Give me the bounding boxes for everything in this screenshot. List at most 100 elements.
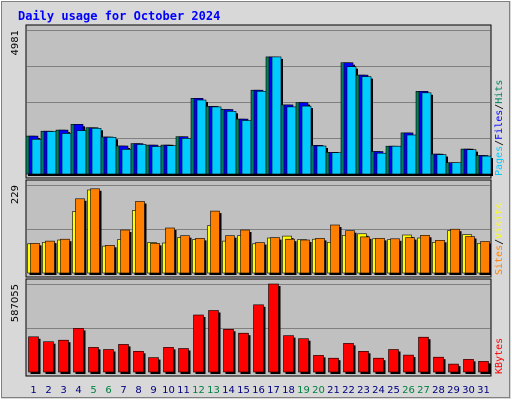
x-tick-label-15: 15	[237, 385, 250, 396]
bar-kbytes-day-27	[418, 336, 429, 373]
x-tick-label-9: 9	[150, 385, 156, 396]
bar-pages-day-5	[91, 128, 102, 175]
x-tick-label-13: 13	[207, 385, 220, 396]
bar-kbytes-day-22	[343, 343, 354, 373]
chart-title: Daily usage for October 2024	[18, 9, 220, 23]
bar-kbytes-day-1	[28, 336, 39, 373]
bar-pages-day-30	[466, 149, 477, 175]
x-tick-label-22: 22	[342, 385, 355, 396]
bar-pages-day-15	[241, 120, 252, 175]
bar-kbytes-day-9	[148, 357, 159, 373]
bar-sites-day-1	[30, 243, 40, 274]
x-tick-label-20: 20	[312, 385, 325, 396]
bar-pages-day-18	[286, 106, 297, 175]
x-tick-label-29: 29	[447, 385, 460, 396]
bar-sites-day-31	[480, 241, 490, 274]
bar-sites-day-22	[345, 230, 355, 274]
bar-sites-day-25	[390, 238, 400, 274]
bar-kbytes-day-24	[373, 357, 384, 373]
x-tick-label-17: 17	[267, 385, 280, 396]
bar-pages-day-6	[106, 137, 117, 175]
bar-pages-day-26	[406, 134, 417, 175]
x-tick-label-23: 23	[357, 385, 370, 396]
x-tick-label-11: 11	[177, 385, 190, 396]
bar-pages-day-16	[256, 91, 267, 175]
legend-label: Visits	[494, 203, 505, 239]
bar-pages-day-17	[271, 56, 282, 175]
bar-kbytes-day-20	[313, 355, 324, 373]
bar-sites-day-8	[135, 201, 145, 274]
bar-kbytes-day-15	[238, 332, 249, 373]
x-tick-label-2: 2	[45, 385, 51, 396]
bar-sites-day-9	[150, 243, 160, 274]
bar-kbytes-day-25	[388, 349, 399, 373]
bar-kbytes-day-21	[328, 357, 339, 373]
bar-kbytes-day-2	[43, 341, 54, 373]
x-tick-label-7: 7	[120, 385, 126, 396]
bar-sites-day-11	[180, 235, 190, 274]
bar-pages-day-3	[61, 133, 72, 175]
bar-kbytes-day-23	[358, 350, 369, 373]
bar-sites-day-29	[450, 228, 460, 274]
chart-panels: 4981Pages/Files/Hits229Sites/Visits58705…	[10, 24, 505, 377]
legend-label: Pages	[494, 146, 505, 176]
bar-kbytes-day-7	[118, 344, 129, 373]
x-tick-label-30: 30	[462, 385, 475, 396]
x-tick-label-12: 12	[192, 385, 205, 396]
bar-sites-day-21	[330, 224, 340, 274]
panel-kbytes-legend: KBytes	[494, 338, 505, 374]
panel-kbytes: 587055 KBytes	[10, 278, 505, 377]
bar-pages-day-24	[376, 152, 387, 175]
bar-kbytes-day-28	[433, 356, 444, 373]
bar-pages-day-25	[391, 145, 402, 175]
bar-pages-day-13	[211, 106, 222, 175]
bar-kbytes-day-26	[403, 354, 414, 373]
x-tick-label-21: 21	[327, 385, 340, 396]
legend-label: Files	[494, 110, 505, 140]
panel-hits-ymax-label: 4981	[10, 30, 21, 55]
bar-sites-day-7	[120, 229, 130, 274]
bar-pages-day-22	[346, 66, 357, 175]
bar-sites-day-6	[105, 245, 115, 274]
x-tick-label-19: 19	[297, 385, 310, 396]
bar-pages-day-27	[421, 92, 432, 175]
bar-pages-day-1	[31, 139, 42, 175]
bar-sites-day-12	[195, 238, 205, 274]
bar-sites-day-3	[60, 238, 70, 274]
bar-pages-day-31	[481, 155, 492, 175]
bar-sites-day-19	[300, 239, 310, 274]
bar-pages-day-28	[436, 154, 447, 175]
bar-kbytes-day-30	[463, 359, 474, 373]
bar-sites-day-16	[255, 242, 265, 274]
x-tick-label-18: 18	[282, 385, 295, 396]
x-tick-label-10: 10	[162, 385, 175, 396]
bar-kbytes-day-31	[478, 361, 489, 373]
bar-sites-day-30	[465, 236, 475, 274]
bar-sites-day-23	[360, 236, 370, 274]
bar-sites-day-26	[405, 237, 415, 274]
x-tick-label-26: 26	[402, 385, 415, 396]
bar-kbytes-day-12	[193, 314, 204, 373]
bar-pages-day-9	[151, 146, 162, 175]
bar-sites-day-18	[285, 238, 295, 274]
bar-kbytes-day-18	[283, 335, 294, 373]
bar-sites-day-13	[210, 210, 220, 274]
x-tick-label-5: 5	[90, 385, 96, 396]
bar-pages-day-12	[196, 99, 207, 175]
legend-label: /	[494, 104, 505, 110]
x-tick-label-27: 27	[417, 385, 430, 396]
bar-kbytes-day-11	[178, 348, 189, 373]
bar-kbytes-day-16	[253, 304, 264, 373]
bar-sites-day-20	[315, 238, 325, 274]
bar-kbytes-day-29	[448, 363, 459, 373]
legend-label: Hits	[494, 80, 505, 104]
bar-pages-day-14	[226, 111, 237, 175]
bar-pages-day-19	[301, 105, 312, 175]
bar-sites-day-24	[375, 238, 385, 274]
panel-visits-legend: Sites/Visits	[494, 203, 505, 275]
x-tick-label-25: 25	[387, 385, 400, 396]
bar-pages-day-23	[361, 76, 372, 175]
bar-sites-day-5	[90, 188, 100, 274]
bar-pages-day-11	[181, 138, 192, 175]
